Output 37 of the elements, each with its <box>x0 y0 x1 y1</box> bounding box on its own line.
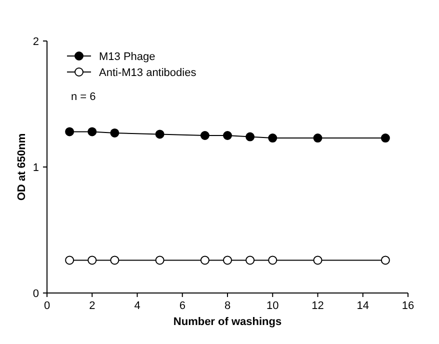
x-tick-label: 10 <box>266 300 279 312</box>
point <box>110 128 120 138</box>
point <box>268 134 278 143</box>
point <box>223 131 232 140</box>
point <box>200 131 210 140</box>
x-tick-label: 16 <box>402 300 414 312</box>
point <box>313 134 322 143</box>
legend-label: M13 Phage <box>99 51 156 63</box>
y-axis-title: OD at 650nm <box>16 133 28 201</box>
x-tick-label: 8 <box>224 300 231 312</box>
y-tick-label: 2 <box>32 36 39 48</box>
x-tick-label: 12 <box>312 300 324 312</box>
point <box>313 256 322 265</box>
point <box>246 132 255 142</box>
point <box>155 130 164 139</box>
legend-label: Anti-M13 antibodies <box>99 67 197 79</box>
x-tick-label: 2 <box>89 300 96 312</box>
point <box>246 256 255 265</box>
x-tick-label: 14 <box>356 300 369 312</box>
x-tick-label: 4 <box>134 300 140 312</box>
point <box>380 134 390 143</box>
point <box>88 256 97 265</box>
point <box>65 127 74 136</box>
point <box>88 127 97 136</box>
x-axis-title: Number of washings <box>173 316 282 328</box>
point <box>155 256 164 265</box>
y-tick-label: 1 <box>32 162 39 174</box>
point <box>200 256 210 265</box>
y-tick-label: 0 <box>32 288 39 300</box>
x-tick-label: 0 <box>44 300 50 312</box>
point <box>268 256 278 265</box>
point <box>380 256 390 265</box>
x-tick-label: 6 <box>179 300 186 312</box>
annotation: n = 6 <box>71 91 96 103</box>
point <box>223 256 232 265</box>
point <box>110 256 120 265</box>
point <box>65 256 74 265</box>
